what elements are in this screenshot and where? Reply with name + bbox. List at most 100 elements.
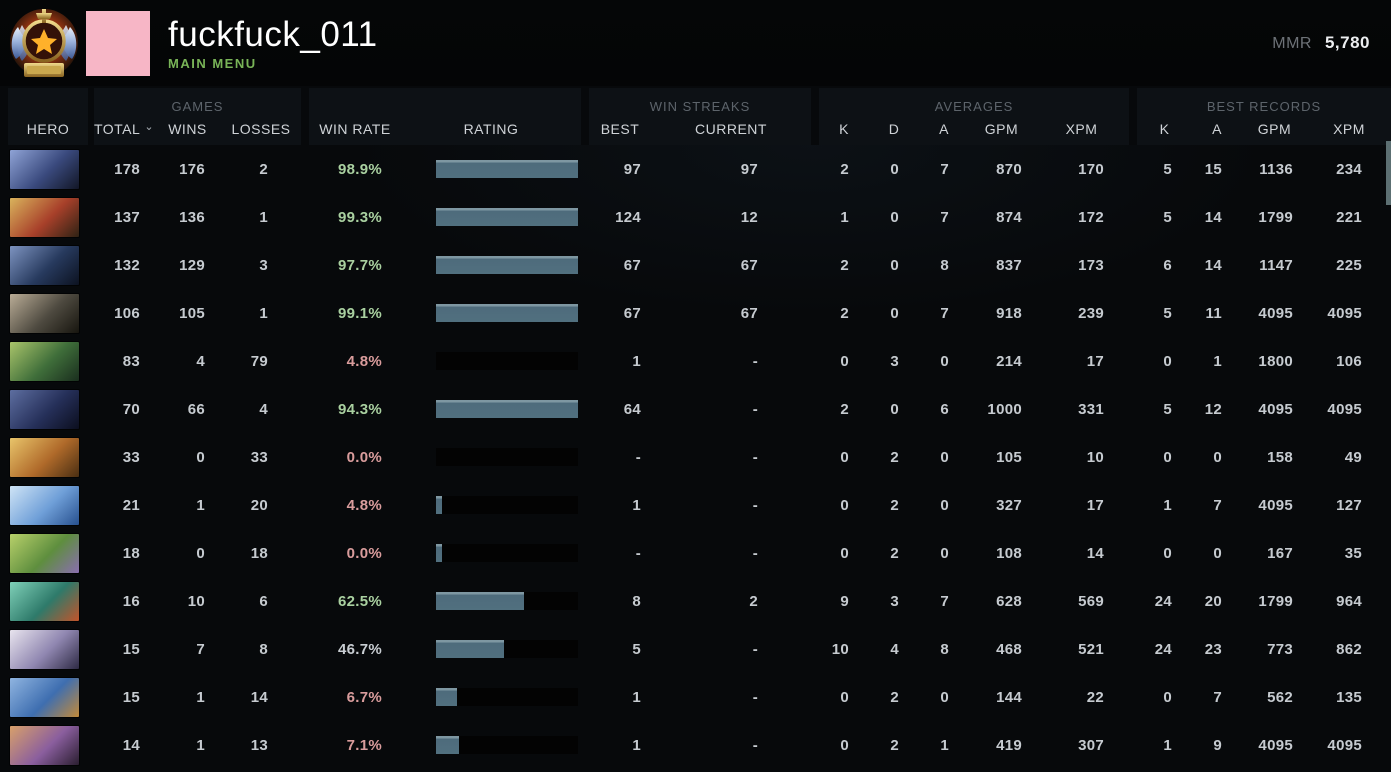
hero-cell — [8, 245, 88, 285]
column-header-record-kills[interactable]: K — [1159, 121, 1170, 137]
avg-gpm-cell: 214 — [996, 352, 1022, 370]
hero-row-anti-mage[interactable]: 14 1 13 7.1% 1 - 0 2 1 419 307 1 9 4095 4095 — [8, 721, 1391, 769]
record-xpm-cell: 35 — [1344, 544, 1362, 562]
mmr-label: MMR — [1272, 35, 1312, 52]
record-assists-cell: 20 — [1204, 592, 1222, 610]
avg-kills-cell: 2 — [840, 304, 849, 322]
hero-row-vengeful-spirit[interactable]: 132 129 3 97.7% 67 67 2 0 8 837 173 6 14 1147 225 — [8, 241, 1391, 289]
column-header-record-gpm[interactable]: GPM — [1257, 121, 1292, 137]
hero-row-night-stalker[interactable]: 70 66 4 94.3% 64 - 2 0 6 1000 331 5 12 4095 4095 — [8, 385, 1391, 433]
rating-bar-track — [436, 688, 578, 706]
record-gpm-cell: 1799 — [1258, 208, 1293, 226]
topbar: fuckfuck_011 MAIN MENU MMR 5,780 — [0, 0, 1391, 86]
best-streak-cell: 67 — [623, 304, 641, 322]
hero-row-shadow-shaman[interactable]: 33 0 33 0.0% - - 0 2 0 105 10 0 0 158 49 — [8, 433, 1391, 481]
best-streak-cell: 1 — [632, 352, 641, 370]
hero-portrait-luna-icon — [10, 149, 79, 189]
hero-cell — [8, 293, 88, 333]
rating-bar-fill — [436, 640, 505, 658]
record-kills-cell: 0 — [1163, 544, 1172, 562]
win-rate-cell: 4.8% — [346, 496, 382, 514]
current-streak-cell: 67 — [740, 256, 758, 274]
hero-row-alchemist[interactable]: 18 0 18 0.0% - - 0 2 0 108 14 0 0 167 35 — [8, 529, 1391, 577]
hero-portrait-beastmaster-icon — [10, 197, 79, 237]
wins-cell: 105 — [179, 304, 205, 322]
avg-deaths-cell: 4 — [890, 640, 899, 658]
record-assists-cell: 0 — [1213, 448, 1222, 466]
rating-bar-track — [436, 352, 578, 370]
record-assists-cell: 9 — [1213, 736, 1222, 754]
losses-cell: 1 — [259, 208, 268, 226]
column-header-rating[interactable]: RATING — [463, 121, 519, 137]
current-streak-cell: - — [752, 448, 758, 466]
column-header-avg-deaths[interactable]: D — [888, 121, 900, 137]
current-streak-cell: - — [752, 736, 758, 754]
win-rate-cell: 46.7% — [337, 640, 382, 658]
rating-bar-fill — [436, 304, 578, 322]
player-avatar[interactable] — [86, 10, 150, 76]
hero-row-ogre-magi[interactable]: 15 1 14 6.7% 1 - 0 2 0 144 22 0 7 562 135 — [8, 673, 1391, 721]
hero-row-ancient-apparition[interactable]: 21 1 20 4.8% 1-0 2 0 327 17 1 7 4095 127 — [8, 481, 1391, 529]
current-streak-cell: - — [752, 400, 758, 418]
best-streak-cell: 67 — [623, 256, 641, 274]
hero-row-lycan[interactable]: 106 105 1 99.1% 67 67 2 0 7 918 239 5 11 4095 4095 — [8, 289, 1391, 337]
total-games-cell: 70 — [122, 400, 140, 418]
current-streak-cell: - — [752, 688, 758, 706]
column-header-current-streak[interactable]: CURRENT — [695, 121, 767, 137]
rating-bar-cell — [401, 304, 581, 322]
win-rate-cell: 99.3% — [337, 208, 382, 226]
column-header-wins[interactable]: WINS — [168, 121, 207, 137]
group-label-averages: AVERAGES — [934, 99, 1014, 114]
hero-row-huskar[interactable]: 16 10 6 62.5% 8 2 9 3 7 628 569 24 20 1799 964 — [8, 577, 1391, 625]
record-xpm-cell: 135 — [1336, 688, 1362, 706]
record-kills-cell: 24 — [1154, 640, 1172, 658]
rating-bar-track — [436, 448, 578, 466]
hero-portrait-mirana-icon — [10, 629, 79, 669]
avg-deaths-cell: 2 — [890, 496, 899, 514]
column-header-avg-xpm[interactable]: XPM — [1065, 121, 1098, 137]
column-header-avg-gpm[interactable]: GPM — [984, 121, 1019, 137]
column-header-win-rate[interactable]: WIN RATE — [319, 121, 391, 137]
column-header-record-xpm[interactable]: XPM — [1333, 121, 1365, 137]
column-header-losses[interactable]: LOSSES — [231, 121, 291, 137]
record-gpm-cell: 4095 — [1258, 736, 1293, 754]
column-header-total[interactable]: TOTAL ⌄ — [93, 121, 155, 137]
avg-gpm-cell: 108 — [996, 544, 1022, 562]
hero-cell — [8, 485, 88, 525]
column-header-record-assists[interactable]: A — [1212, 121, 1222, 137]
hero-row-beastmaster[interactable]: 137 136 1 99.3% 124 12 1 0 7 874 172 5 14 1799 221 — [8, 193, 1391, 241]
record-gpm-cell: 167 — [1267, 544, 1293, 562]
win-rate-cell: 4.8% — [346, 352, 382, 370]
header-panel-winrate: WIN RATE RATING — [309, 88, 581, 145]
avg-gpm-cell: 874 — [996, 208, 1022, 226]
hero-row-luna[interactable]: 178 176 2 98.9% 97 97 2 0 7 870 170 5 15 1136 234 — [8, 145, 1391, 193]
column-header-avg-assists[interactable]: A — [939, 121, 949, 137]
avg-deaths-cell: 2 — [890, 448, 899, 466]
record-kills-cell: 0 — [1163, 448, 1172, 466]
avg-kills-cell: 2 — [840, 400, 849, 418]
hero-row-natures-prophet[interactable]: 83 4 79 4.8% 1 - 0 3 0 214 17 0 1 1800 106 — [8, 337, 1391, 385]
rating-bar-track — [436, 208, 578, 226]
win-rate-cell: 0.0% — [346, 448, 382, 466]
avg-gpm-cell: 1000 — [987, 400, 1022, 418]
record-gpm-cell: 158 — [1267, 448, 1293, 466]
current-streak-cell: 2 — [749, 592, 758, 610]
player-username: fuckfuck_011 — [168, 14, 378, 54]
wins-cell: 176 — [179, 160, 205, 178]
best-streak-cell: 1 — [632, 688, 641, 706]
rating-bar-track — [436, 592, 578, 610]
current-streak-cell: - — [752, 640, 758, 658]
column-header-hero[interactable]: HERO — [26, 121, 70, 137]
avg-kills-cell: 9 — [840, 592, 849, 610]
total-games-cell: 137 — [114, 208, 140, 226]
avg-assists-cell: 7 — [940, 592, 949, 610]
hero-row-mirana[interactable]: 15 7 8 46.7% 5 - 10 4 8 468 521 24 23 773 862 — [8, 625, 1391, 673]
record-gpm-cell: 1136 — [1259, 160, 1293, 178]
column-header-best-streak[interactable]: BEST — [600, 121, 640, 137]
current-streak-cell: 97 — [740, 160, 758, 178]
scrollbar-thumb[interactable] — [1386, 141, 1391, 205]
hero-portrait-ogre-magi-icon — [10, 677, 79, 717]
avg-kills-cell: 0 — [840, 352, 849, 370]
hero-cell — [8, 533, 88, 573]
column-header-avg-kills[interactable]: K — [839, 121, 849, 137]
